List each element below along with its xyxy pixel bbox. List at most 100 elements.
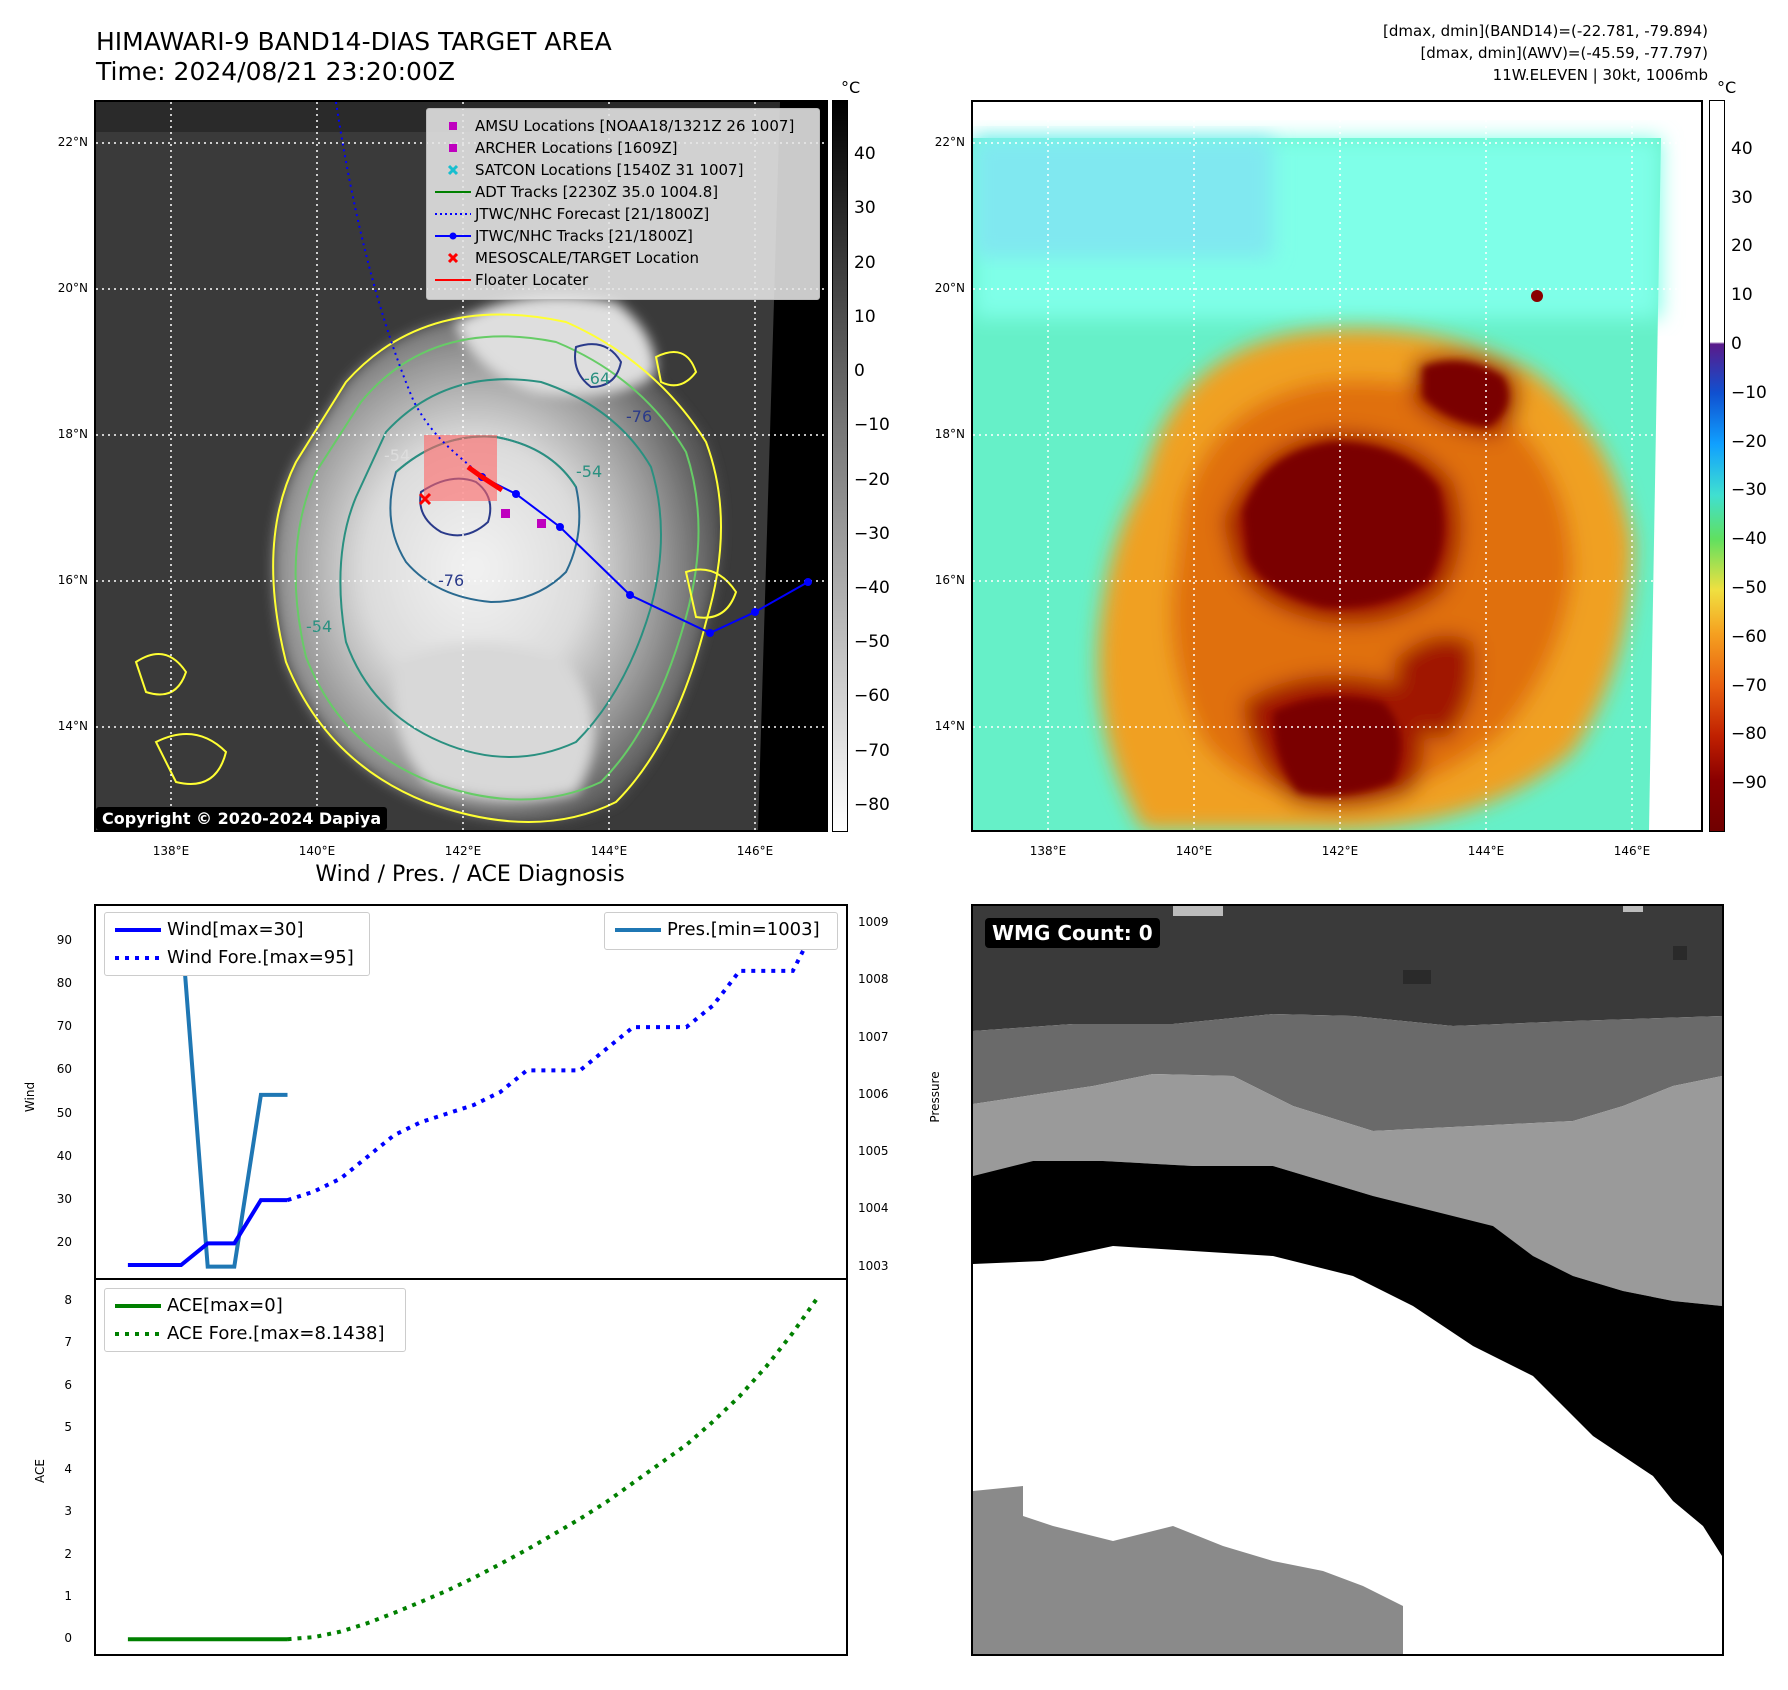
ace-tick-label: 2 — [64, 1546, 72, 1561]
pressure-tick-label: 1007 — [858, 1029, 889, 1044]
colorbar-tick-label: 0 — [854, 361, 865, 382]
ace-panel: ACE[max=0] ACE Fore.[max=8.1438] — [94, 1278, 848, 1656]
wind-tick-label: 30 — [56, 1192, 72, 1207]
colorbar-tick-label: −40 — [854, 578, 890, 598]
wind-legend: Wind[max=30] Wind Fore.[max=95] — [104, 912, 370, 976]
pressure-tick-label: 1004 — [858, 1201, 889, 1216]
colorbar-tick-label: −70 — [1731, 675, 1767, 696]
colorbar-tick-label: −30 — [854, 523, 890, 544]
contour-label: -54 — [576, 462, 602, 481]
lon-label: 146°E — [1613, 844, 1651, 858]
lat-label: 22°N — [934, 135, 965, 149]
diagnosis-title: Wind / Pres. / ACE Diagnosis — [315, 862, 625, 887]
colorbar-tick-label: −20 — [854, 469, 890, 490]
target-marker — [418, 492, 432, 506]
ir-satellite-panel: -54 -76 -54 -64 -76 -54 AMSU Locations [… — [94, 100, 828, 832]
info-line-awv: [dmax, dmin](AWV)=(-45.59, -77.797) — [1420, 44, 1708, 62]
wmg-panel: WMG Count: 0 — [971, 904, 1724, 1656]
ace-axis-label: ACE — [33, 1459, 47, 1483]
contour-label: -76 — [626, 407, 652, 426]
pressure-tick-label: 1003 — [858, 1258, 889, 1273]
lon-label: 138°E — [1029, 844, 1067, 858]
lat-label: 22°N — [57, 135, 88, 149]
archer-marker — [501, 509, 510, 518]
wind-tick-label: 40 — [56, 1148, 72, 1163]
colorbar-tick-label: 40 — [854, 144, 876, 165]
pressure-tick-label: 1009 — [858, 915, 889, 930]
ace-tick-label: 5 — [64, 1419, 72, 1434]
info-line-band14: [dmax, dmin](BAND14)=(-22.781, -79.894) — [1383, 22, 1708, 40]
colorbar-tick-label: 30 — [1731, 187, 1753, 208]
colorbar-tick-label: 20 — [854, 252, 876, 273]
jtwc-forecast-track — [335, 102, 483, 478]
ace-tick-label: 3 — [64, 1504, 72, 1519]
ace-tick-label: 6 — [64, 1377, 72, 1392]
wind-pressure-panel: Wind[max=30] Wind Fore.[max=95] Pres.[mi… — [94, 904, 848, 1280]
awv-colorbar — [1709, 100, 1725, 832]
contour-label: -54 — [306, 617, 332, 636]
floater-locater — [466, 464, 504, 493]
info-line-storm: 11W.ELEVEN | 30kt, 1006mb — [1492, 66, 1708, 84]
ace-tick-label: 4 — [64, 1462, 72, 1477]
ir-colorbar — [832, 100, 848, 832]
awv-colorbar-unit: °C — [1717, 78, 1737, 97]
lon-label: 146°E — [736, 844, 774, 858]
colorbar-tick-label: −90 — [1731, 773, 1767, 794]
lon-label: 144°E — [1467, 844, 1505, 858]
floater-box — [424, 435, 497, 501]
series-line-wind — [127, 1198, 288, 1267]
lon-label: 142°E — [444, 844, 482, 858]
ir-colorbar-unit: °C — [841, 78, 861, 97]
wind-tick-label: 60 — [56, 1062, 72, 1077]
series-line-wind-forecast — [286, 918, 822, 1203]
lat-label: 14°N — [934, 719, 965, 733]
awv-imagery — [973, 102, 1701, 830]
lon-label: 140°E — [298, 844, 336, 858]
wmg-count-badge: WMG Count: 0 — [985, 918, 1160, 948]
lon-label: 140°E — [1175, 844, 1213, 858]
colorbar-tick-label: 20 — [1731, 236, 1753, 257]
colorbar-tick-label: −30 — [1731, 480, 1767, 501]
colorbar-tick-label: −60 — [1731, 626, 1767, 647]
ace-legend: ACE[max=0] ACE Fore.[max=8.1438] — [104, 1288, 406, 1352]
ace-tick-label: 0 — [64, 1631, 72, 1646]
wind-tick-label: 50 — [56, 1105, 72, 1120]
colorbar-tick-label: −60 — [854, 686, 890, 707]
lon-label: 144°E — [590, 844, 628, 858]
colorbar-tick-label: −10 — [1731, 382, 1767, 403]
contour-label: -64 — [584, 369, 610, 388]
amsu-marker — [537, 519, 546, 528]
lon-label: 138°E — [152, 844, 190, 858]
colorbar-tick-label: 10 — [1731, 285, 1753, 306]
colorbar-tick-label: −80 — [854, 794, 890, 815]
lon-label: 142°E — [1321, 844, 1359, 858]
series-line-ace-forecast — [287, 1293, 822, 1642]
colorbar-tick-label: −80 — [1731, 724, 1767, 745]
ace-tick-label: 1 — [64, 1588, 72, 1603]
colorbar-tick-label: −40 — [1731, 529, 1767, 550]
lat-label: 16°N — [934, 573, 965, 587]
colorbar-tick-label: −10 — [854, 415, 890, 436]
figure-time: Time: 2024/08/21 23:20:00Z — [96, 57, 455, 86]
colorbar-tick-label: 30 — [854, 198, 876, 219]
contour-label: -54 — [384, 446, 410, 465]
copyright-badge: Copyright © 2020-2024 Dapiya — [96, 807, 388, 830]
colorbar-tick-label: 10 — [854, 306, 876, 327]
lat-label: 18°N — [57, 427, 88, 441]
pressure-axis-label: Pressure — [928, 1071, 942, 1123]
awv-gridlines — [973, 102, 1701, 830]
wind-tick-label: 90 — [56, 932, 72, 947]
colorbar-tick-label: −50 — [854, 632, 890, 653]
lat-label: 16°N — [57, 573, 88, 587]
ir-legend: AMSU Locations [NOAA18/1321Z 26 1007] AR… — [426, 108, 820, 300]
pressure-tick-label: 1008 — [858, 972, 889, 987]
awv-panel — [971, 100, 1703, 832]
lat-label: 20°N — [57, 281, 88, 295]
colorbar-tick-label: −20 — [1731, 431, 1767, 452]
pressure-tick-label: 1006 — [858, 1086, 889, 1101]
colorbar-tick-label: 0 — [1731, 334, 1742, 354]
ace-tick-label: 7 — [64, 1335, 72, 1350]
ace-plot — [127, 1293, 822, 1642]
colorbar-tick-label: −50 — [1731, 578, 1767, 598]
ace-tick-label: 8 — [64, 1293, 72, 1308]
